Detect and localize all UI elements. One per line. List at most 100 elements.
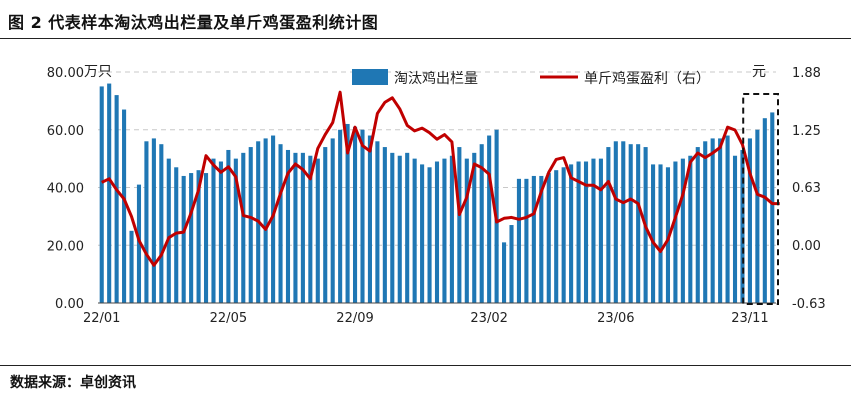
bar [561, 167, 566, 303]
right-tick-label: -0.63 [792, 297, 826, 312]
highlight-box [742, 93, 780, 305]
bar [762, 118, 767, 303]
x-tick-label: 23/02 [470, 311, 507, 326]
bar [181, 175, 186, 303]
bar [397, 155, 402, 303]
legend-bar-swatch [352, 69, 388, 85]
bar [509, 225, 514, 303]
bar [196, 170, 201, 303]
bar [457, 147, 462, 303]
right-tick-label: 0.00 [792, 239, 821, 254]
bar [107, 83, 112, 303]
bar [189, 173, 194, 303]
right-tick-label: 1.25 [792, 124, 821, 139]
x-tick-label: 23/11 [731, 311, 768, 326]
bar [144, 141, 149, 303]
bar [203, 173, 209, 303]
bar [464, 158, 469, 303]
bar [226, 149, 231, 303]
bar [740, 149, 745, 303]
bar [688, 155, 693, 303]
bar [524, 178, 529, 303]
bar [539, 175, 544, 303]
profit-line [101, 90, 780, 267]
bar [345, 123, 350, 303]
right-tick-label: 0.63 [792, 181, 821, 196]
bar [211, 158, 216, 303]
bar [613, 141, 618, 303]
data-source: 数据来源：卓创资讯 [10, 375, 136, 391]
bar [554, 170, 559, 303]
bar [621, 141, 626, 303]
bar [367, 135, 372, 303]
bar [703, 141, 708, 303]
bar [770, 112, 775, 303]
bar [330, 138, 335, 303]
bar [598, 158, 603, 303]
bar [420, 164, 425, 303]
title-bar: 图 2 代表样本淘汰鸡出栏量及单斤鸡蛋盈利统计图 [0, 0, 851, 38]
bar [99, 86, 104, 303]
bar [576, 161, 581, 303]
bar [338, 129, 343, 303]
x-tick-label: 22/09 [336, 311, 373, 326]
bar [159, 144, 164, 303]
bar [636, 144, 641, 303]
bar [390, 152, 395, 303]
bar [516, 178, 522, 303]
bar [569, 164, 574, 303]
bar [755, 129, 760, 303]
left-tick-label: 20.00 [47, 239, 84, 254]
bar [732, 155, 738, 303]
chart: 0.00 20.00 40.00 60.00 80.00 -0.63 0.00 0.63 1.2… [47, 64, 826, 326]
axes: 0.00 20.00 40.00 60.00 80.00 -0.63 0.00 0.63 1.2… [47, 64, 826, 326]
left-axis-unit: 万只 [84, 64, 112, 80]
bar [710, 138, 715, 303]
annotation [742, 93, 780, 305]
x-tick-label: 23/06 [597, 311, 634, 326]
grid-lines [98, 71, 776, 246]
bar [136, 184, 142, 303]
bar [405, 152, 410, 303]
bar [375, 141, 380, 303]
bar [695, 147, 700, 303]
left-tick-label: 0.00 [55, 297, 84, 312]
bar [151, 138, 156, 303]
x-tick-label: 22/01 [83, 311, 120, 326]
bar [382, 147, 387, 303]
bar [323, 147, 328, 303]
left-tick-label: 60.00 [47, 124, 84, 139]
bar [300, 152, 305, 303]
bar [174, 167, 179, 303]
bar [606, 147, 611, 303]
bar [114, 95, 119, 303]
bar [546, 173, 551, 303]
bar [479, 144, 484, 303]
legend-bar-label: 淘汰鸡出栏量 [394, 70, 478, 87]
bar [285, 149, 291, 303]
bar [241, 152, 246, 303]
bottom-rule [0, 365, 851, 366]
bar [472, 152, 477, 303]
bar [718, 138, 723, 303]
bar [352, 126, 358, 303]
left-tick-label: 40.00 [47, 182, 84, 197]
bar [673, 161, 678, 303]
bar [233, 158, 238, 303]
legend-line-label: 单斤鸡蛋盈利（右） [584, 70, 710, 87]
right-tick-label: 1.88 [792, 66, 821, 81]
bar [747, 138, 752, 303]
bar [412, 158, 417, 303]
bar [502, 242, 507, 303]
line-series [101, 90, 780, 267]
bar [591, 158, 596, 303]
bar [360, 129, 365, 303]
left-tick-label: 80.00 [47, 66, 84, 81]
bar [449, 155, 454, 303]
bar [248, 147, 253, 303]
bar [263, 138, 268, 303]
bar [293, 152, 298, 303]
bar-series [99, 83, 775, 303]
bar [725, 135, 730, 303]
bar [218, 161, 223, 303]
